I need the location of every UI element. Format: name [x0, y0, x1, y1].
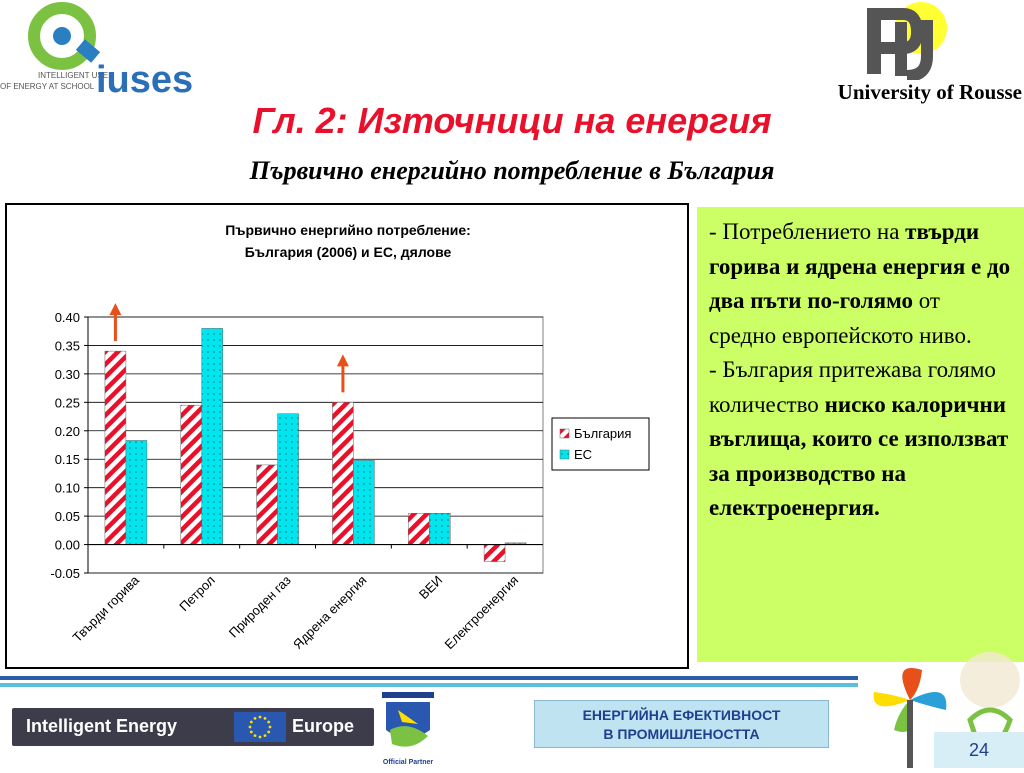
bar: [429, 513, 451, 545]
eu-star-icon: [253, 716, 257, 720]
chart-title: Първично енергийно потребление:: [225, 222, 471, 238]
eu-star-icon: [248, 725, 252, 729]
x-tick-label: Твърди горива: [70, 572, 143, 645]
footer-box-line-2: В ПРОМИШЛЕНОСТТА: [603, 726, 760, 742]
x-tick-label: Ядрена енергия: [290, 573, 369, 652]
bar: [256, 464, 278, 545]
bar: [408, 513, 430, 545]
page-number: 24: [934, 732, 1024, 768]
bar: [353, 460, 375, 545]
chart-frame: Първично енергийно потребление: България…: [5, 203, 689, 669]
panel-text-2a: - България притежава голямо количество: [709, 357, 996, 417]
eu-star-icon: [263, 734, 267, 738]
text-panel: - Потреблението на твърди горива и ядрен…: [697, 207, 1024, 662]
eu-flag-icon: [234, 712, 286, 742]
footer-topic-box: ЕНЕРГИЙНА ЕФЕКТИВНОСТ В ПРОМИШЛЕНОСТТА: [534, 700, 829, 748]
eu-star-icon: [258, 735, 262, 739]
bar: [201, 328, 223, 545]
bar: [125, 440, 148, 545]
y-tick-label: 0.30: [55, 367, 80, 382]
bar: [483, 544, 506, 562]
eu-star-icon: [268, 725, 272, 729]
x-tick-label: Петрол: [176, 573, 218, 615]
chart-subtitle: България (2006) и ЕС, дялове: [245, 244, 452, 260]
bar: [104, 350, 127, 545]
iuses-logo: INTELLIGENT USE OF ENERGY AT SCHOOL iuse…: [0, 0, 230, 101]
x-tick-label: Природен газ: [226, 572, 294, 640]
footer-box-line-1: ЕНЕРГИЙНА ЕФЕКТИВНОСТ: [582, 707, 781, 723]
x-tick-label: ВЕИ: [416, 573, 445, 602]
y-tick-label: 0.20: [55, 424, 80, 439]
iuses-ring-icon: [28, 2, 96, 70]
chart-legend: България ЕС: [551, 417, 650, 471]
eu-star-icon: [249, 730, 253, 734]
ie-logo-right-text: Europe: [292, 716, 355, 736]
footer-line-light: [0, 683, 858, 687]
panel-text-1b: твърди горива и ядрена енергия е до два …: [709, 219, 1011, 313]
x-tick-label: Електроенергия: [442, 573, 522, 653]
legend-label: България: [574, 426, 631, 441]
university-name: University of Rousse: [837, 80, 1022, 104]
y-tick-label: 0.05: [55, 509, 80, 524]
eu-star-icon: [263, 716, 267, 720]
eu-star-icon: [267, 730, 271, 734]
bar: [277, 413, 299, 545]
partner-label: Official Partner: [383, 759, 433, 766]
y-tick-label: 0.35: [55, 338, 80, 353]
bar: [332, 402, 354, 545]
iuses-dot-icon: [53, 27, 71, 45]
legend-label: ЕС: [574, 447, 592, 462]
up-arrow-head-icon: [336, 354, 349, 367]
iuses-small-text-1: INTELLIGENT USE: [38, 71, 108, 80]
bar-chart: Първично енергийно потребление: България…: [50, 222, 650, 653]
eu-star-icon: [258, 715, 262, 719]
footer-line-dark: [0, 676, 858, 680]
windmill-bulb-decoration: [850, 640, 1024, 768]
slide-title: Гл. 2: Източници на енергия: [252, 100, 772, 141]
y-tick-label: 0.25: [55, 395, 80, 410]
partner-star-icon: [398, 710, 418, 724]
y-tick-label: 0.00: [55, 538, 80, 553]
y-tick-label: 0.15: [55, 452, 80, 467]
bar: [180, 404, 202, 545]
y-tick-label: 0.10: [55, 481, 80, 496]
eu-star-icon: [253, 734, 257, 738]
plot-area: [87, 316, 544, 574]
panel-text-1c: от средно европейското ниво.: [709, 288, 972, 348]
y-tick-label: 0.40: [55, 310, 80, 325]
legend-swatch: [559, 428, 570, 439]
legend-swatch: [559, 449, 570, 460]
iuses-small-text-2: OF ENERGY AT SCHOOL: [0, 82, 95, 91]
slide-subtitle: Първично енергийно потребление в Българи…: [249, 156, 775, 185]
up-arrow-head-icon: [109, 303, 122, 316]
panel-text-1a: - Потреблението на: [709, 219, 906, 244]
university-logo: [855, 0, 1024, 110]
iuses-wordmark: iuses: [96, 59, 193, 100]
eu-star-icon: [267, 720, 271, 724]
y-tick-label: -0.05: [50, 566, 80, 581]
eu-star-icon: [249, 720, 253, 724]
ie-logo-left-text: Intelligent Energy: [26, 716, 178, 736]
intelligent-energy-europe-logo: Intelligent Energy Europe: [12, 708, 374, 746]
panel-text-2b: ниско калорични въглища, които се използ…: [709, 391, 1009, 521]
legend-box: [551, 417, 650, 471]
official-partner-logo: Official Partner: [378, 690, 438, 768]
